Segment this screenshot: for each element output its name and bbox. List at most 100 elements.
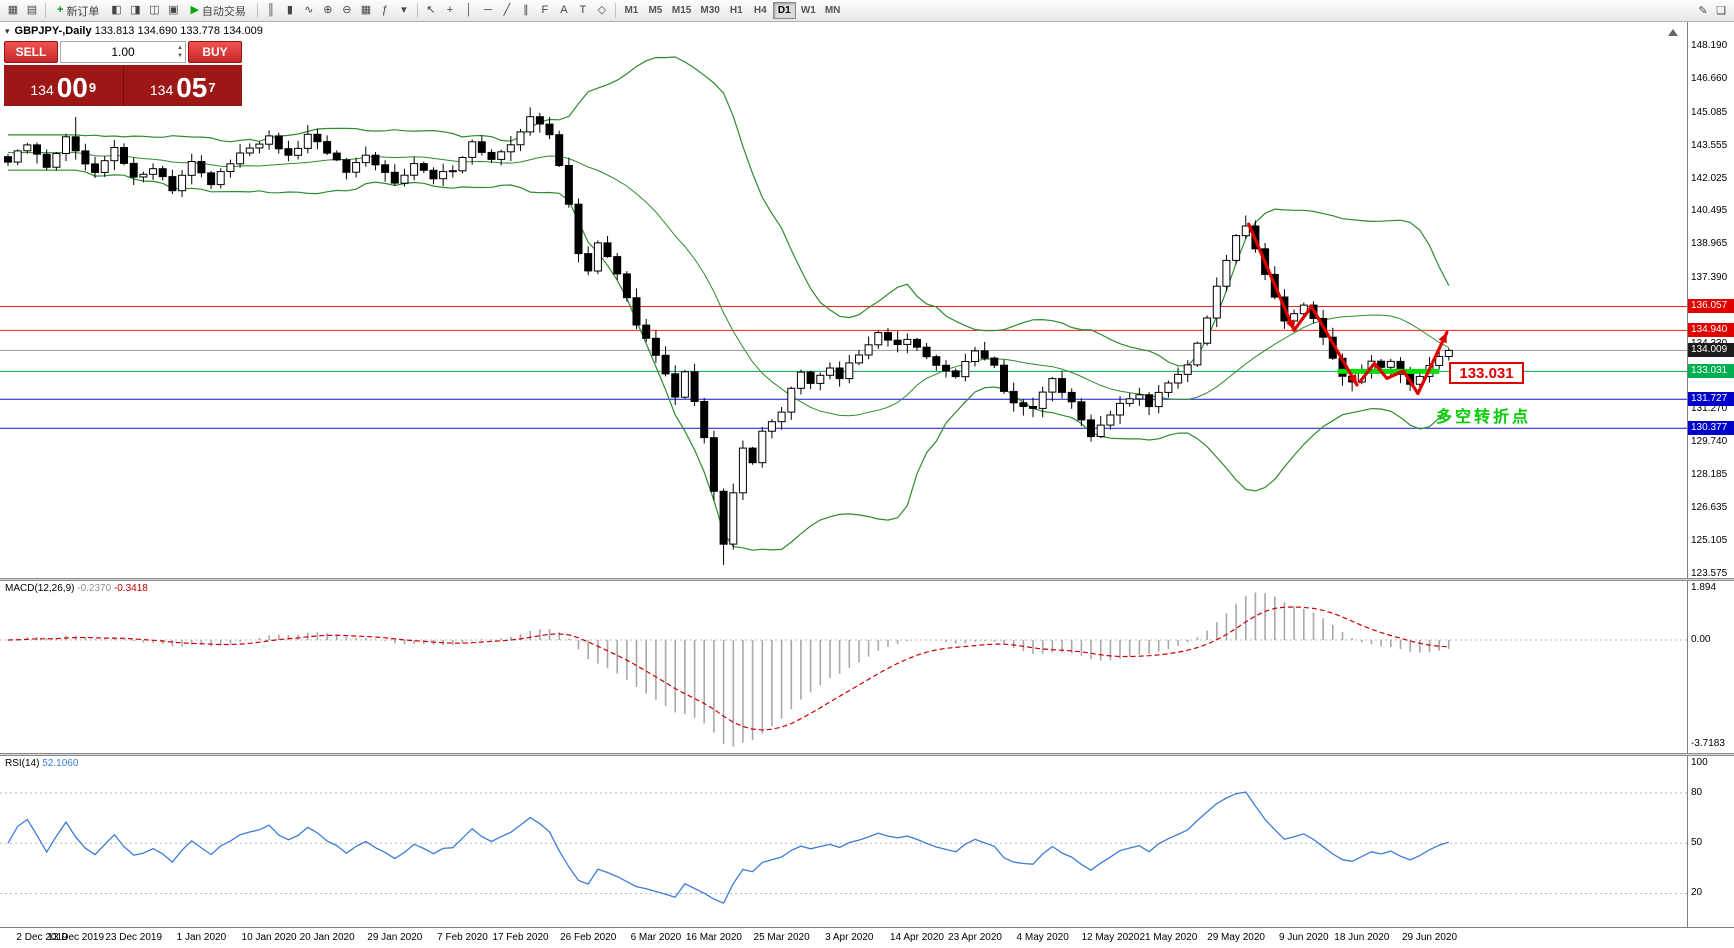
- buy-button[interactable]: BUY: [188, 41, 242, 63]
- toolbar-separator: [256, 3, 258, 18]
- timeframe-d1-button[interactable]: D1: [772, 2, 796, 19]
- rsi-scale-label: 80: [1691, 787, 1703, 798]
- spin-down-icon[interactable]: ▼: [177, 53, 183, 59]
- new-order-icon: +: [57, 4, 64, 16]
- chart-shift-marker[interactable]: [1668, 29, 1678, 36]
- text-icon: A: [560, 4, 568, 16]
- date-label: 23 Apr 2020: [948, 932, 1002, 943]
- price-tag: 130.377: [1688, 421, 1734, 435]
- rsi-scale[interactable]: 100 80 50 20: [1687, 756, 1734, 927]
- price-scale-label: 146.660: [1691, 73, 1728, 84]
- price-scale-label: 140.495: [1691, 205, 1728, 216]
- chart-window: ▾ GBPJPY-,Daily 133.813 134.690 133.778 …: [0, 22, 1734, 948]
- price-tag: 134.940: [1688, 323, 1734, 337]
- rsi-pane[interactable]: RSI(14) 52.1060 100 80 50 20: [0, 756, 1734, 927]
- tile-windows-button[interactable]: ▦: [357, 2, 375, 20]
- market-watch-icon: ◧: [111, 4, 122, 16]
- volume-input[interactable]: 1.00 ▲ ▼: [60, 41, 186, 63]
- buy-price-display[interactable]: 134 05 7: [123, 65, 242, 106]
- date-label: 17 Feb 2020: [492, 932, 549, 943]
- fibonacci-button[interactable]: F: [536, 2, 554, 20]
- market-watch-button[interactable]: ◧: [107, 2, 125, 20]
- text-button[interactable]: A: [555, 2, 573, 20]
- date-label: 1 Jan 2020: [176, 932, 227, 943]
- price-scale-label: 137.390: [1691, 272, 1728, 283]
- profiles-button[interactable]: ▤: [23, 2, 41, 20]
- date-label: 23 Dec 2019: [105, 932, 163, 943]
- date-label: 20 Jan 2020: [299, 932, 355, 943]
- symbol-period-label: GBPJPY-,Daily: [14, 25, 92, 37]
- pane-splitter-2[interactable]: [0, 753, 1734, 756]
- timeframe-mn-button[interactable]: MN: [824, 5, 841, 16]
- macd-scale-label: 0.00: [1691, 634, 1711, 645]
- timeframe-h1-button[interactable]: H1: [729, 5, 743, 16]
- data-window-button[interactable]: ◨: [126, 2, 144, 20]
- price-chart-pane[interactable]: ▾ GBPJPY-,Daily 133.813 134.690 133.778 …: [0, 22, 1734, 578]
- zoom-in-button[interactable]: ⊕: [319, 2, 337, 20]
- shapes-button[interactable]: ◇: [593, 2, 611, 20]
- date-axis[interactable]: 2 Dec 2019 13 Dec 2019 23 Dec 2019 1 Jan 20…: [0, 927, 1734, 948]
- timeframe-m1-button[interactable]: M1: [624, 5, 639, 16]
- trendline-button[interactable]: ╱: [498, 2, 516, 20]
- price-tag: 133.031: [1688, 364, 1734, 378]
- date-label: 12 May 2020: [1081, 932, 1140, 943]
- rsi-scale-label: 20: [1691, 887, 1703, 898]
- timeframe-h4-button[interactable]: H4: [753, 5, 767, 16]
- terminal-button[interactable]: ▣: [164, 2, 182, 20]
- date-label: 2 Dec 2019: [16, 932, 68, 943]
- new-chart-button[interactable]: ▦: [4, 2, 22, 20]
- indicators-button[interactable]: ƒ: [376, 2, 394, 20]
- chart-title: ▾ GBPJPY-,Daily 133.813 134.690 133.778 …: [5, 25, 263, 37]
- ohlc-values: 133.813 134.690 133.778 134.009: [94, 25, 263, 37]
- date-label: 18 Jun 2020: [1334, 932, 1390, 943]
- timeframe-w1-button[interactable]: W1: [800, 5, 816, 16]
- macd-scale[interactable]: 1.894 0.00 -3.7183: [1687, 581, 1734, 753]
- vertical-line-button[interactable]: │: [460, 2, 478, 20]
- date-label: 25 Mar 2020: [753, 932, 810, 943]
- tile-windows-icon: ▦: [360, 4, 372, 16]
- timeframe-m15-button[interactable]: M15: [671, 5, 692, 16]
- buy-price-big: 05: [176, 72, 208, 103]
- zoom-in-icon: ⊕: [323, 4, 333, 16]
- price-scale-label: 126.635: [1691, 502, 1728, 513]
- candlestick-chart-button[interactable]: ▮: [281, 2, 299, 20]
- channel-button[interactable]: ∥: [517, 2, 535, 20]
- pane-splitter-1[interactable]: [0, 578, 1734, 581]
- cursor-button[interactable]: ↖: [422, 2, 440, 20]
- bar-chart-button[interactable]: ║: [262, 2, 280, 20]
- date-label: 21 May 2020: [1139, 932, 1198, 943]
- crosshair-button[interactable]: +: [441, 2, 459, 20]
- macd-pane[interactable]: MACD(12,26,9) -0.2370 -0.3418 1.894 0.00 -…: [0, 581, 1734, 753]
- timeframe-m30-button[interactable]: M30: [700, 5, 720, 16]
- edit-button[interactable]: ✎: [1694, 2, 1712, 20]
- new-chart-icon: ▦: [7, 4, 19, 16]
- sell-button[interactable]: SELL: [4, 41, 58, 63]
- price-scale-label: 138.965: [1691, 238, 1728, 249]
- turning-point-label[interactable]: 多空转折点: [1436, 409, 1532, 426]
- date-label: 7 Feb 2020: [437, 932, 488, 943]
- spin-up-icon[interactable]: ▲: [177, 45, 183, 51]
- rsi-scale-label: 50: [1691, 837, 1703, 848]
- horizontal-line-button[interactable]: ─: [479, 2, 497, 20]
- price-scale[interactable]: 148.190 146.660 145.085 143.555 142.025 140.4…: [1687, 22, 1734, 578]
- new-order-button[interactable]: + 新订单: [57, 4, 100, 18]
- price-scale-label: 143.555: [1691, 140, 1728, 151]
- label-button[interactable]: T: [574, 2, 592, 20]
- zoom-out-button[interactable]: ⊖: [338, 2, 356, 20]
- level-annotation-box[interactable]: 133.031: [1449, 362, 1524, 384]
- timeframe-m5-button[interactable]: M5: [648, 5, 663, 16]
- volume-spinner[interactable]: ▲ ▼: [177, 44, 183, 60]
- top-toolbar: ▦ ▤ + 新订单 ◧ ◨ ◫ ▣ ▶ 自动交易 ║ ▮ ∿ ⊕ ⊖ ▦ ƒ ▾ ↖ + │ ─ ╱ ∥ F A T ◇ M1 M5 M15…: [0, 0, 1734, 22]
- sell-price-big: 00: [56, 72, 88, 103]
- one-click-collapse-icon[interactable]: ▾: [5, 25, 10, 36]
- price-tag: 131.727: [1688, 392, 1734, 406]
- toolbar-separator: [614, 3, 616, 18]
- sell-price-display[interactable]: 134 00 9: [4, 65, 124, 106]
- line-chart-button[interactable]: ∿: [300, 2, 318, 20]
- navigator-button[interactable]: ◫: [145, 2, 163, 20]
- date-label: 9 Jun 2020: [1279, 932, 1329, 943]
- autotrading-button[interactable]: ▶ 自动交易: [190, 4, 246, 18]
- docs-button[interactable]: ❏: [1712, 2, 1730, 20]
- crosshair-icon: +: [446, 4, 454, 16]
- periods-dropdown-button[interactable]: ▾: [395, 2, 413, 20]
